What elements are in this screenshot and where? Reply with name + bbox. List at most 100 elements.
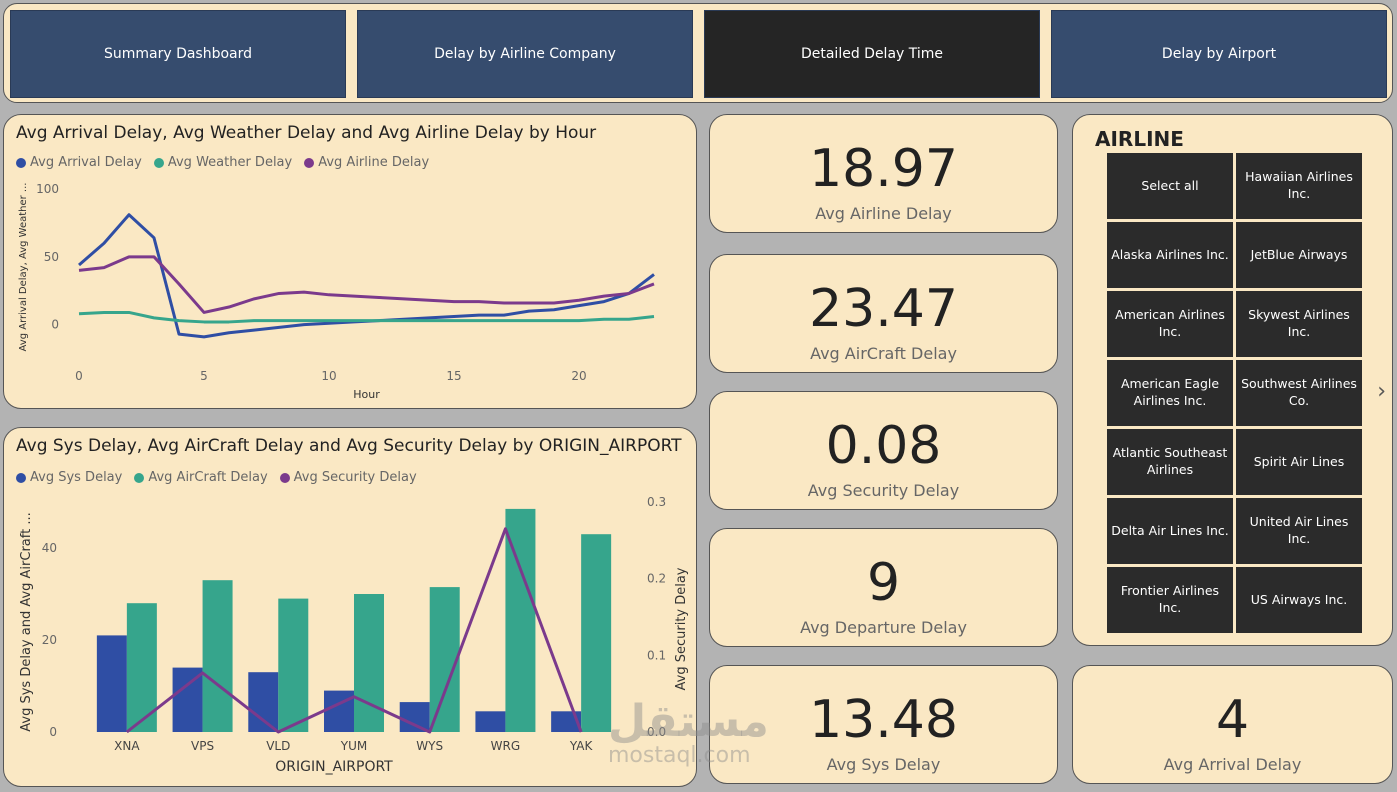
slicer-item[interactable]: JetBlue Airways: [1236, 222, 1362, 288]
kpi-card-avg-sys-delay: 13.48 Avg Sys Delay: [709, 665, 1058, 784]
aircraft-delay-bar: [429, 587, 460, 732]
slicer-grid: Select all Hawaiian Airlines Inc. Alaska…: [1107, 153, 1362, 633]
legend-item[interactable]: Avg AirCraft Delay: [134, 470, 268, 485]
airline-slicer: AIRLINE Select all Hawaiian Airlines Inc…: [1072, 114, 1393, 646]
x-tick-label: 15: [446, 369, 461, 383]
series-line: [78, 310, 655, 324]
slicer-item[interactable]: Spirit Air Lines: [1236, 429, 1362, 495]
hourly-delay-line-chart-card: Avg Arrival Delay, Avg Weather Delay and…: [3, 114, 697, 409]
sys-delay-bar: [248, 672, 279, 732]
slicer-item[interactable]: American Eagle Airlines Inc.: [1107, 360, 1233, 426]
series-line: [78, 255, 655, 314]
legend-item[interactable]: Avg Weather Delay: [153, 155, 293, 170]
x-tick-label: 20: [571, 369, 586, 383]
x-axis-label: ORIGIN_AIRPORT: [275, 759, 393, 775]
x-tick-label: WRG: [491, 739, 521, 753]
legend-item[interactable]: Avg Arrival Delay: [16, 155, 142, 170]
legend-dot-icon: [279, 472, 290, 483]
bar-chart-title: Avg Sys Delay, Avg AirCraft Delay and Av…: [16, 436, 682, 456]
y-tick-label: 50: [44, 250, 59, 264]
kpi-card-avg-aircraft-delay: 23.47 Avg AirCraft Delay: [709, 254, 1058, 373]
slicer-item[interactable]: United Air Lines Inc.: [1236, 498, 1362, 564]
kpi-value: 13.48: [809, 690, 958, 750]
kpi-label: Avg AirCraft Delay: [810, 344, 957, 363]
kpi-value: 23.47: [809, 279, 958, 339]
sys-delay-bar: [324, 690, 354, 732]
slicer-item-select-all[interactable]: Select all: [1107, 153, 1233, 219]
sys-delay-bar: [551, 711, 582, 732]
y2-tick-label: 0.2: [647, 572, 666, 586]
aircraft-delay-bar: [354, 594, 384, 732]
slicer-item[interactable]: US Airways Inc.: [1236, 567, 1362, 633]
sys-delay-bar: [96, 635, 127, 732]
kpi-card-avg-departure-delay: 9 Avg Departure Delay: [709, 528, 1058, 647]
sys-delay-bar: [475, 711, 506, 732]
x-axis-label: Hour: [353, 388, 380, 401]
y-tick-label: 100: [36, 182, 59, 196]
airport-delay-bar-chart-card: Avg Sys Delay, Avg AirCraft Delay and Av…: [3, 427, 697, 787]
slicer-item[interactable]: Alaska Airlines Inc.: [1107, 222, 1233, 288]
bar-chart-legend: Avg Sys Delay Avg AirCraft Delay Avg Sec…: [16, 470, 417, 485]
kpi-card-avg-security-delay: 0.08 Avg Security Delay: [709, 391, 1058, 510]
slicer-item[interactable]: Frontier Airlines Inc.: [1107, 567, 1233, 633]
navigation-bar: Summary Dashboard Delay by Airline Compa…: [3, 3, 1393, 103]
legend-dot-icon: [134, 472, 145, 483]
y-tick-label: 0: [49, 725, 57, 739]
kpi-value: 18.97: [809, 139, 958, 199]
x-tick-label: WYS: [416, 739, 443, 753]
slicer-item[interactable]: Hawaiian Airlines Inc.: [1236, 153, 1362, 219]
aircraft-delay-bar: [278, 598, 309, 732]
x-tick-label: XNA: [114, 739, 140, 753]
chevron-right-icon[interactable]: ›: [1377, 379, 1386, 404]
legend-label: Avg Security Delay: [293, 470, 417, 485]
y-axis-label: Avg Arrival Delay, Avg Weather ...: [18, 183, 29, 352]
nav-summary-dashboard-button[interactable]: Summary Dashboard: [10, 10, 346, 98]
aircraft-delay-bar: [202, 580, 233, 732]
legend-item[interactable]: Avg Security Delay: [279, 470, 417, 485]
y2-tick-label: 0.3: [647, 495, 666, 509]
slicer-item[interactable]: Delta Air Lines Inc.: [1107, 498, 1233, 564]
x-tick-label: VPS: [191, 739, 214, 753]
slicer-item[interactable]: American Airlines Inc.: [1107, 291, 1233, 357]
slicer-item[interactable]: Southwest Airlines Co.: [1236, 360, 1362, 426]
y-tick-label: 40: [42, 541, 57, 555]
y2-tick-label: 0.1: [647, 648, 666, 662]
kpi-value: 9: [866, 553, 901, 613]
kpi-value: 0.08: [825, 416, 942, 476]
x-tick-label: 5: [200, 369, 208, 383]
kpi-label: Avg Airline Delay: [815, 204, 952, 223]
legend-label: Avg Weather Delay: [167, 155, 293, 170]
y-axis-label: Avg Sys Delay and Avg AirCraft ...: [19, 512, 34, 731]
nav-delay-by-airline-button[interactable]: Delay by Airline Company: [357, 10, 693, 98]
kpi-card-avg-airline-delay: 18.97 Avg Airline Delay: [709, 114, 1058, 233]
aircraft-delay-bar: [126, 603, 157, 732]
y-tick-label: 0: [51, 318, 59, 332]
line-chart-legend: Avg Arrival Delay Avg Weather Delay Avg …: [16, 155, 429, 170]
slicer-item[interactable]: Atlantic Southeast Airlines: [1107, 429, 1233, 495]
y2-tick-label: 0.0: [647, 725, 666, 739]
legend-label: Avg Sys Delay: [30, 470, 123, 485]
legend-label: Avg Airline Delay: [318, 155, 430, 170]
x-tick-label: 10: [321, 369, 336, 383]
bar-chart-plot: 0 20 40 0.0 0.1 0.2 0.3 XNA VPS VLD YUM WYS WRG YAK OR…: [19, 495, 689, 775]
y2-axis-label: Avg Security Delay: [674, 567, 689, 690]
legend-dot-icon: [153, 157, 164, 168]
y-tick-label: 20: [42, 633, 57, 647]
legend-item[interactable]: Avg Airline Delay: [304, 155, 429, 170]
legend-label: Avg AirCraft Delay: [148, 470, 268, 485]
slicer-item[interactable]: Skywest Airlines Inc.: [1236, 291, 1362, 357]
x-tick-label: 0: [75, 369, 83, 383]
legend-dot-icon: [16, 472, 26, 483]
aircraft-delay-bar: [581, 534, 612, 732]
legend-dot-icon: [16, 157, 26, 168]
kpi-card-avg-arrival-delay: 4 Avg Arrival Delay: [1072, 665, 1393, 784]
line-chart-title: Avg Arrival Delay, Avg Weather Delay and…: [16, 123, 597, 143]
x-tick-label: YAK: [569, 739, 594, 753]
line-chart-plot: 0 50 100 0 5 10 15 20 Hour Avg Arrival Delay, Avg…: [18, 182, 655, 401]
legend-dot-icon: [304, 157, 315, 168]
legend-item[interactable]: Avg Sys Delay: [16, 470, 122, 485]
kpi-label: Avg Arrival Delay: [1163, 755, 1302, 774]
kpi-value: 4: [1215, 690, 1250, 750]
nav-detailed-delay-time-button[interactable]: Detailed Delay Time: [704, 10, 1040, 98]
nav-delay-by-airport-button[interactable]: Delay by Airport: [1051, 10, 1387, 98]
